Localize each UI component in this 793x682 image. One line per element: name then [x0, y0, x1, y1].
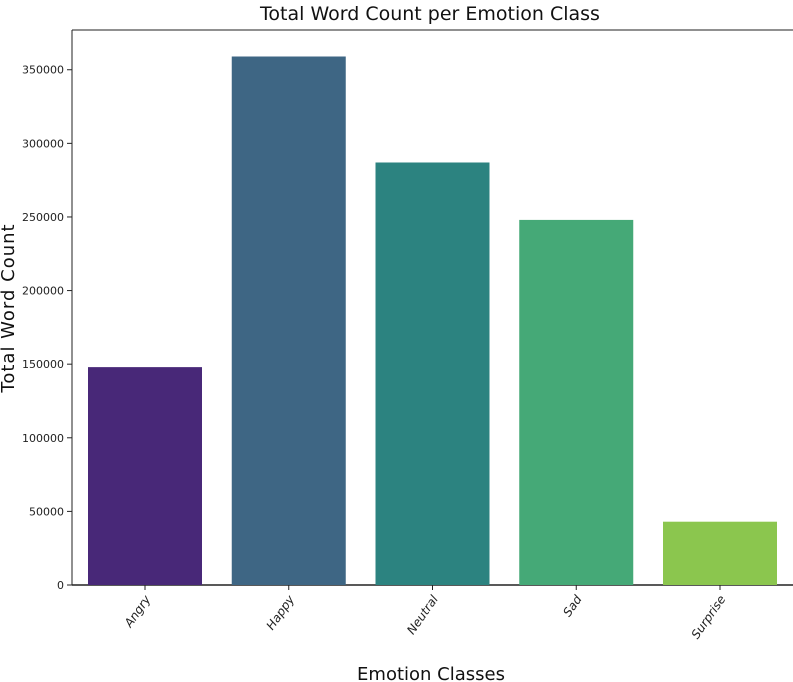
bar-neutral [375, 162, 490, 586]
bar-surprise [663, 521, 777, 585]
y-tick-label: 50000 [29, 505, 64, 518]
y-tick-label: 100000 [22, 432, 64, 445]
chart-title: Total Word Count per Emotion Class [259, 3, 600, 25]
y-tick-label: 150000 [22, 358, 64, 371]
y-axis-label: Total Word Count [0, 223, 19, 393]
x-tick-label-happy: Happy [264, 592, 298, 632]
y-axis-ticks: 0 50000 100000 150000 200000 250000 300000 3500… [22, 64, 72, 592]
bars-group [88, 56, 777, 586]
bar-happy [231, 56, 346, 586]
x-axis-label: Emotion Classes [357, 664, 505, 682]
y-tick-label: 250000 [22, 211, 64, 224]
y-tick-label: 200000 [22, 285, 64, 298]
x-tick-label-sad: Sad [560, 592, 585, 619]
x-tick-label-surprise: Surprise [688, 593, 728, 642]
bar-sad [519, 219, 634, 585]
x-axis-ticks: Angry Happy Neutral Sad Surprise [121, 585, 728, 641]
x-tick-label-neutral: Neutral [404, 592, 441, 637]
bar-angry [88, 367, 202, 585]
x-tick-label-angry: Angry [121, 592, 154, 631]
y-tick-label: 0 [57, 579, 64, 592]
y-tick-label: 350000 [22, 64, 64, 77]
y-tick-label: 300000 [22, 137, 64, 150]
